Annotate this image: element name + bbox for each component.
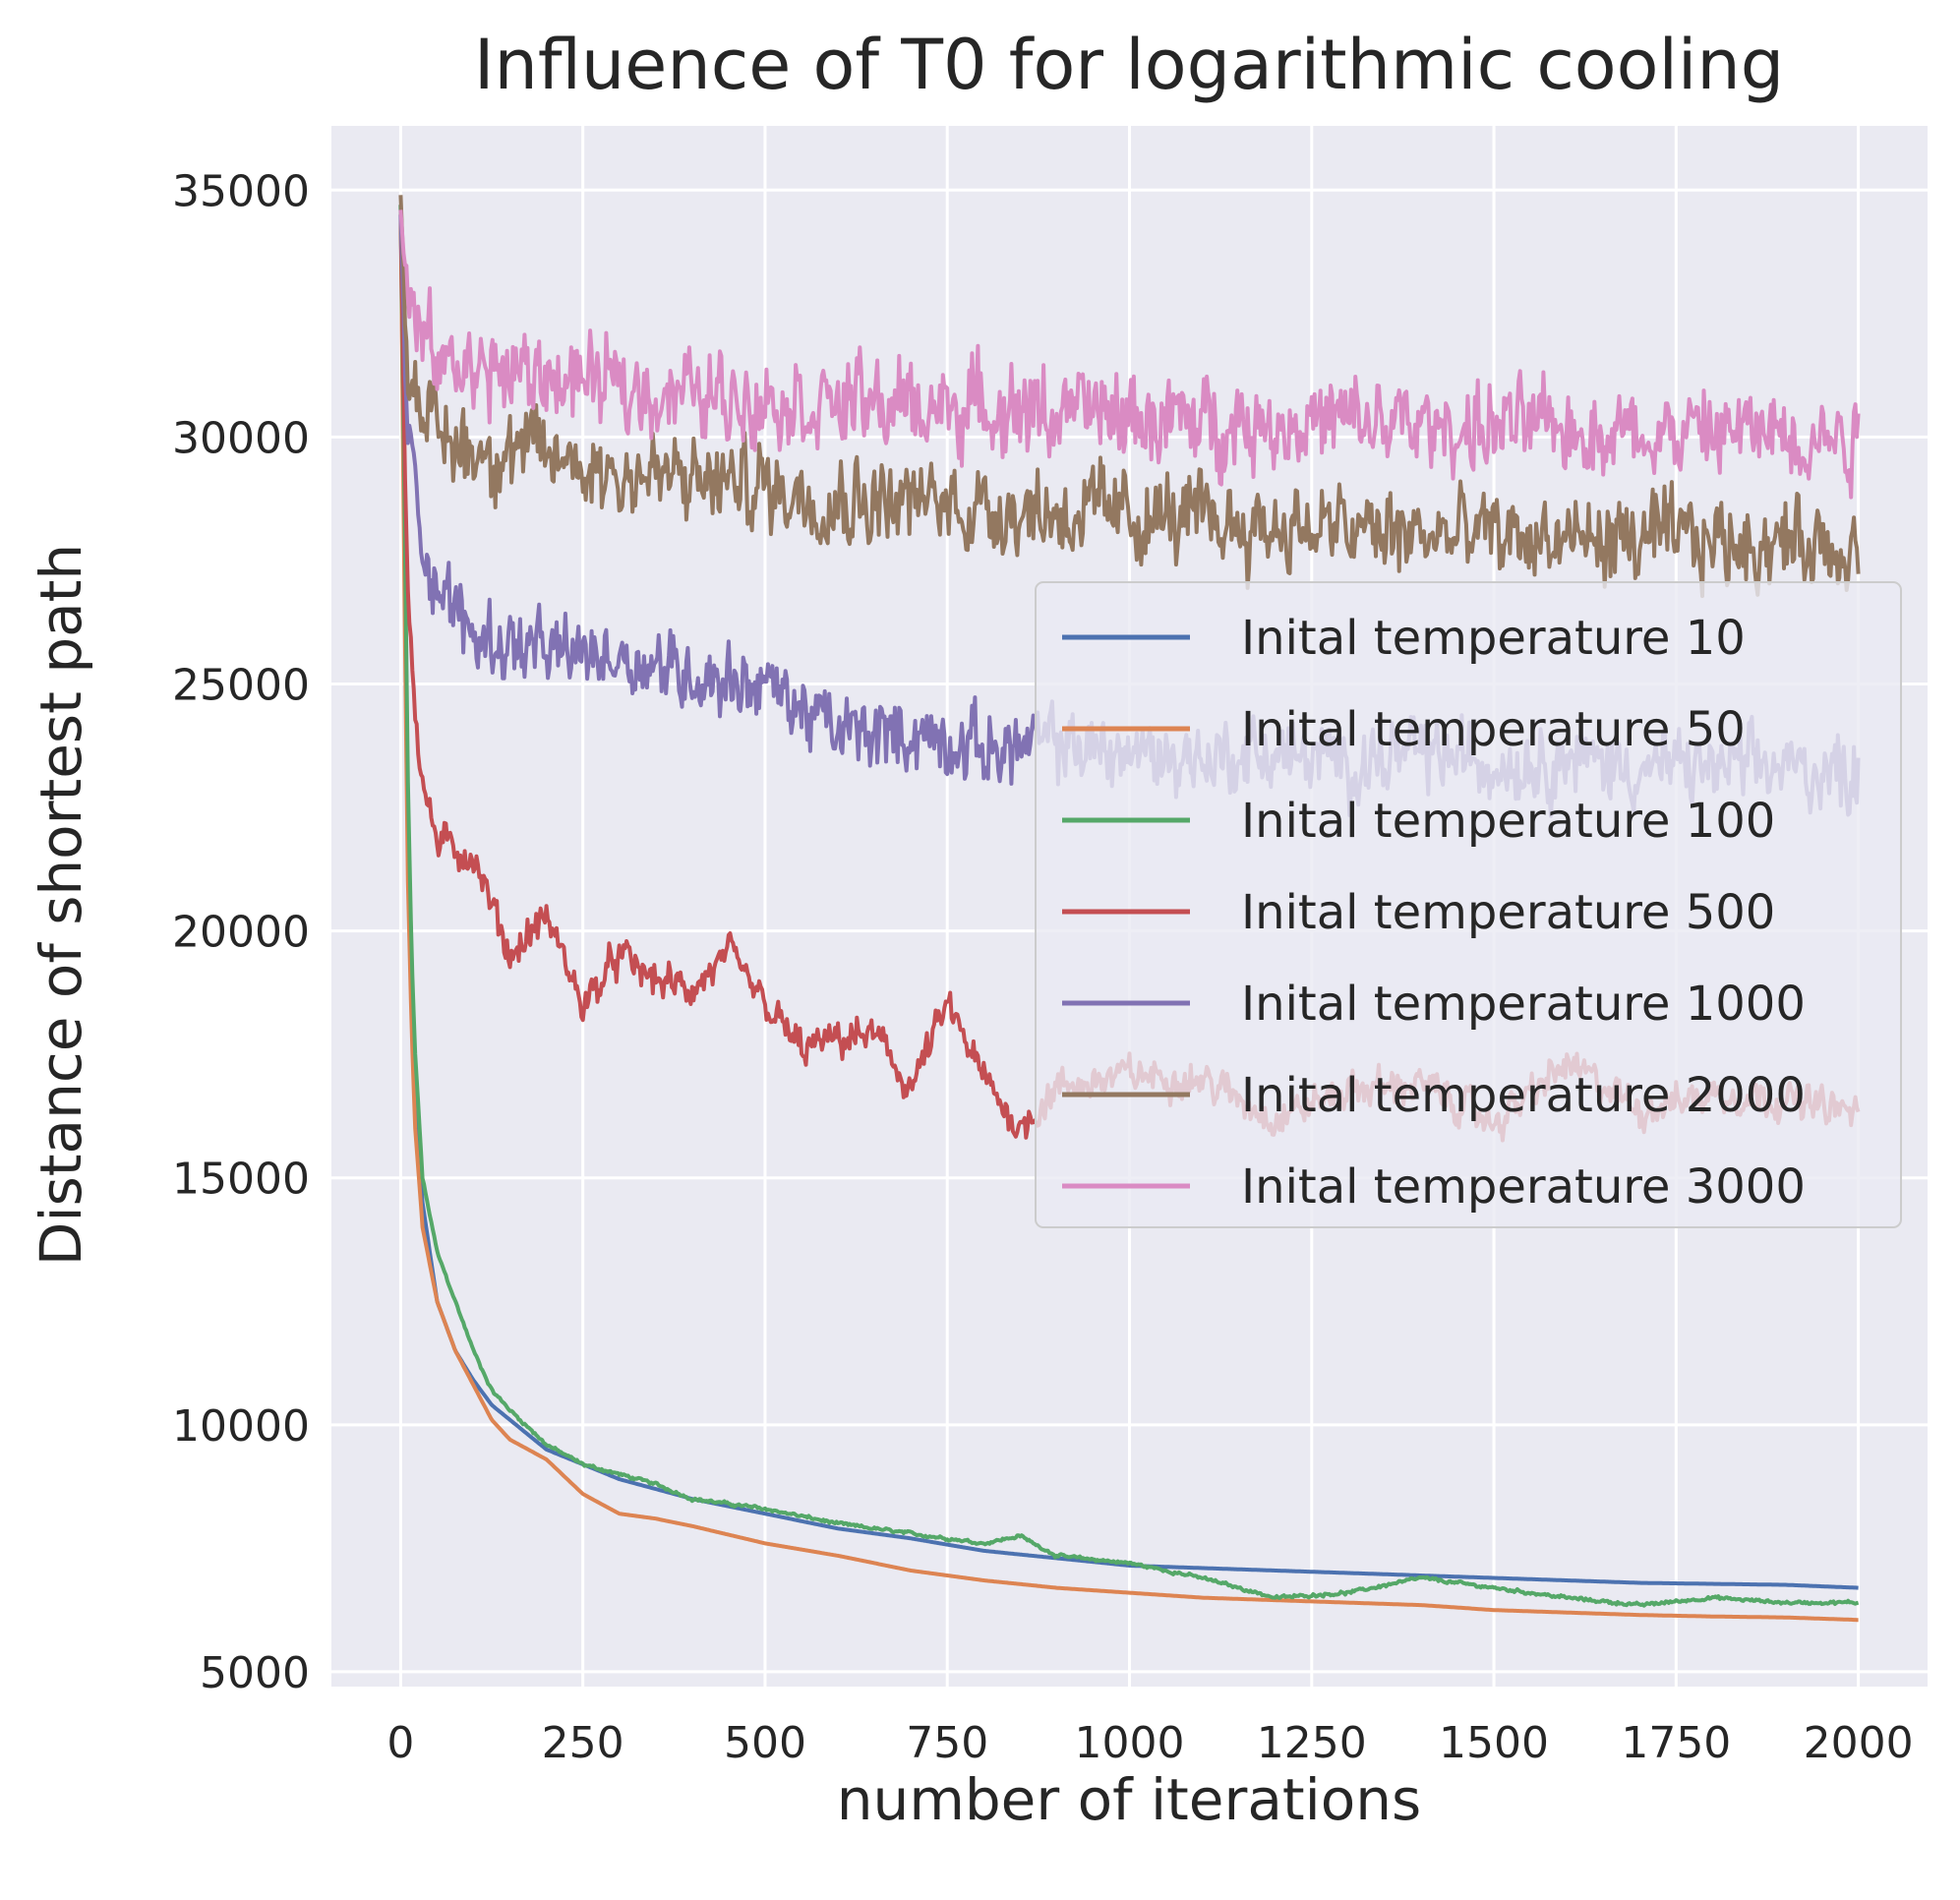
x-tick-label: 500	[724, 1718, 806, 1768]
x-tick-label: 2000	[1804, 1718, 1914, 1768]
x-tick-label: 1500	[1439, 1718, 1549, 1768]
y-tick-label: 25000	[172, 661, 310, 711]
chart-title: Influence of T0 for logarithmic cooling	[474, 25, 1784, 105]
legend-label-5: Inital temperature 2000	[1241, 1068, 1806, 1123]
series-line-5	[398, 195, 1861, 599]
y-tick-label: 15000	[172, 1155, 310, 1205]
x-tick-label: 0	[386, 1718, 414, 1768]
legend-label-1: Inital temperature 50	[1241, 702, 1746, 757]
x-tick-label: 1750	[1621, 1718, 1731, 1768]
y-tick-label: 5000	[200, 1648, 310, 1698]
y-tick-label: 10000	[172, 1401, 310, 1452]
legend-label-2: Inital temperature 100	[1241, 794, 1775, 849]
legend-label-6: Inital temperature 3000	[1241, 1159, 1806, 1215]
series-line-2	[398, 205, 1860, 1608]
x-tick-label: 1000	[1075, 1718, 1185, 1768]
x-tick-label: 1250	[1257, 1718, 1367, 1768]
legend: Inital temperature 10 Inital temperature …	[1035, 581, 1902, 1228]
y-tick-label: 35000	[172, 166, 310, 216]
x-axis-ticks: 0 250 500 750 1000 1250 1500 1750 2000	[386, 1718, 1913, 1768]
x-tick-label: 250	[542, 1718, 624, 1768]
legend-label-3: Inital temperature 500	[1241, 885, 1775, 940]
y-axis-label: Distance of shortest path	[28, 544, 94, 1266]
y-axis-ticks: 5000 10000 15000 20000 25000 30000 35000	[172, 166, 310, 1698]
series-line-6	[398, 209, 1861, 500]
legend-label-0: Inital temperature 10	[1241, 611, 1746, 666]
legend-label-4: Inital temperature 1000	[1241, 977, 1806, 1032]
series-line-1	[398, 205, 1860, 1623]
y-tick-label: 30000	[172, 413, 310, 463]
x-axis-label: number of iterations	[837, 1766, 1421, 1833]
legend-box	[1035, 581, 1902, 1228]
y-tick-label: 20000	[172, 908, 310, 958]
x-tick-label: 750	[906, 1718, 988, 1768]
series-line-0	[398, 205, 1860, 1590]
